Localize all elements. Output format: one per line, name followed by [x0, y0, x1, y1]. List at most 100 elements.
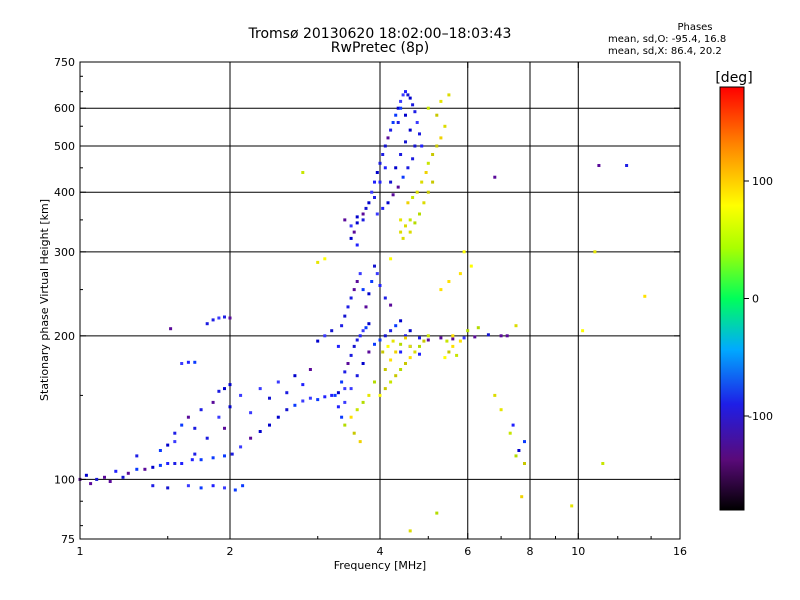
scatter-point — [514, 454, 518, 458]
scatter-point — [151, 465, 155, 469]
scatter-point — [361, 288, 365, 292]
scatter-point — [451, 334, 455, 338]
scatter-point — [173, 462, 177, 465]
scatter-point — [340, 380, 344, 384]
scatter-point — [205, 436, 209, 440]
scatter-point — [399, 218, 403, 222]
scatter-point — [373, 196, 376, 199]
y-tick-label: 100 — [54, 473, 75, 486]
scatter-point — [625, 164, 629, 167]
scatter-point — [394, 113, 398, 117]
x-tick-label: 10 — [571, 545, 585, 558]
scatter-point — [499, 334, 503, 338]
colorbar-tick-label: 100 — [752, 175, 773, 188]
scatter-point — [523, 462, 526, 465]
scatter-point — [383, 144, 387, 148]
scatter-point — [420, 144, 424, 148]
scatter-point — [445, 339, 449, 343]
x-axis-label: Frequency [MHz] — [334, 559, 426, 572]
scatter-point — [285, 408, 289, 412]
scatter-point — [404, 113, 407, 117]
scatter-point — [439, 336, 443, 340]
scatter-point — [408, 218, 412, 222]
scatter-point — [211, 484, 215, 488]
scatter-point — [401, 175, 405, 179]
scatter-point — [389, 128, 393, 132]
scatter-point — [375, 272, 379, 276]
scatter-point — [451, 344, 455, 348]
scatter-point — [520, 495, 524, 499]
scatter-point — [493, 175, 497, 179]
scatter-point — [355, 215, 359, 219]
scatter-point — [422, 201, 426, 205]
scatter-point — [330, 393, 334, 397]
scatter-point — [355, 408, 359, 412]
scatter-point — [361, 212, 365, 216]
scatter-point — [121, 475, 125, 479]
scatter-point — [455, 353, 459, 357]
scatter-point — [373, 342, 376, 346]
scatter-point — [476, 326, 480, 330]
scatter-point — [367, 350, 371, 354]
scatter-point — [340, 324, 344, 328]
scatter-point — [166, 486, 170, 490]
scatter-point — [268, 396, 271, 400]
scatter-point — [349, 224, 353, 228]
scatter-point — [570, 504, 574, 508]
scatter-point — [508, 431, 512, 435]
scatter-point — [523, 440, 526, 444]
y-tick-label: 600 — [54, 102, 75, 115]
scatter-point — [355, 243, 359, 247]
scatter-point — [399, 153, 403, 156]
scatter-point — [276, 415, 280, 419]
scatter-point — [517, 449, 521, 452]
scatter-point — [383, 296, 387, 300]
scatter-point — [364, 206, 368, 210]
scatter-point — [394, 324, 398, 328]
scatter-point — [186, 360, 190, 364]
scatter-point — [381, 153, 385, 156]
scatter-point — [404, 362, 407, 365]
scatter-point — [401, 236, 405, 240]
scatter-point — [316, 398, 320, 402]
scatter-point — [199, 408, 203, 412]
scatter-point — [511, 423, 515, 427]
scatter-point — [375, 171, 379, 174]
scatter-point — [386, 344, 390, 348]
colorbar-tick-label: 0 — [752, 293, 759, 306]
scatter-point — [193, 452, 197, 456]
scatter-point — [396, 121, 400, 124]
scatter-point — [406, 201, 410, 205]
scatter-point — [173, 440, 177, 444]
scatter-point — [308, 396, 312, 400]
scatter-point — [364, 326, 368, 330]
scatter-point — [406, 166, 410, 170]
scatter-point — [391, 121, 395, 124]
scatter-point — [343, 423, 347, 427]
y-axis-label: Stationary phase Virtual Height [km] — [38, 199, 51, 401]
grid-lines — [80, 62, 680, 539]
scatter-point — [383, 387, 387, 391]
scatter-point — [330, 329, 334, 333]
scatter-point — [401, 93, 405, 97]
scatter-point — [135, 454, 139, 458]
scatter-point — [383, 368, 387, 371]
scatter-point — [301, 399, 305, 403]
scatter-point — [399, 342, 403, 346]
scatter-point — [462, 250, 466, 254]
axis-ticks: 1 2 4 6 8 10 16 75 100 200 300 400 500 600 750 — [54, 56, 687, 558]
scatter-point — [383, 166, 387, 170]
scatter-point — [389, 180, 393, 184]
scatter-point — [643, 294, 647, 298]
y-tick-label: 400 — [54, 186, 75, 199]
scatter-point — [114, 469, 118, 473]
scatter-point — [228, 383, 232, 387]
scatter-point — [381, 206, 385, 210]
scatter-point — [352, 230, 356, 234]
scatter-point — [158, 449, 162, 452]
scatter-point — [301, 171, 305, 174]
scatter-point — [358, 440, 362, 444]
scatter-point — [355, 221, 359, 225]
scatter-point — [443, 124, 447, 128]
